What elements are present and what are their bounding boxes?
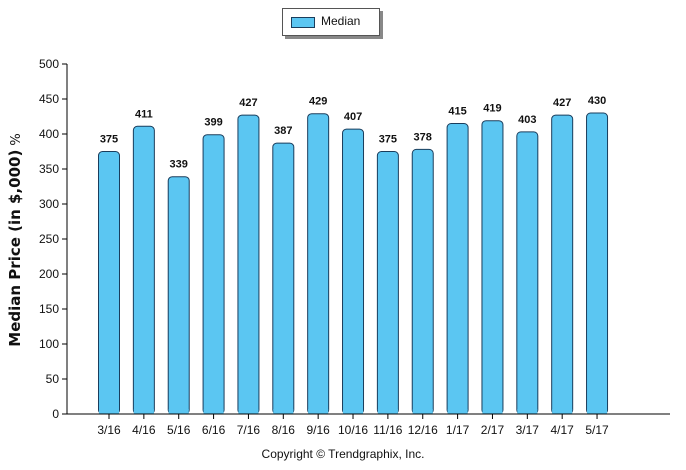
bar bbox=[586, 112, 609, 415]
y-axis-label-suffix: % bbox=[9, 133, 24, 146]
y-tick-label: 100 bbox=[39, 337, 59, 351]
y-tick-label: 450 bbox=[39, 92, 59, 106]
y-tick-label: 400 bbox=[39, 127, 59, 141]
data-label: 430 bbox=[588, 95, 606, 107]
legend: Median bbox=[282, 8, 380, 36]
bar bbox=[446, 123, 469, 415]
data-label: 375 bbox=[379, 134, 397, 146]
data-label: 411 bbox=[135, 108, 153, 120]
data-label: 427 bbox=[239, 97, 257, 109]
x-tick-label: 8/16 bbox=[272, 423, 296, 437]
data-label: 387 bbox=[274, 125, 292, 137]
bar-base bbox=[99, 409, 119, 414]
bar-base bbox=[273, 409, 294, 414]
y-tick-label: 500 bbox=[39, 57, 59, 71]
data-label: 378 bbox=[414, 131, 432, 143]
bar-base bbox=[552, 409, 573, 414]
x-tick-label: 5/16 bbox=[167, 423, 191, 437]
x-tick-label: 5/17 bbox=[585, 423, 609, 437]
data-label: 419 bbox=[483, 103, 501, 115]
bar-base bbox=[133, 409, 154, 414]
legend-swatch-median bbox=[291, 17, 315, 28]
bar-base bbox=[587, 409, 608, 414]
data-label: 427 bbox=[553, 97, 571, 109]
x-tick-label: 11/16 bbox=[373, 423, 402, 437]
bar bbox=[237, 114, 260, 415]
bar-base bbox=[412, 409, 433, 414]
bar-base bbox=[203, 409, 224, 414]
x-tick-label: 2/17 bbox=[481, 423, 505, 437]
bar bbox=[342, 128, 365, 415]
x-tick-label: 9/16 bbox=[306, 423, 330, 437]
x-tick-label: 3/16 bbox=[97, 423, 121, 437]
bar bbox=[481, 120, 504, 415]
bar-base bbox=[308, 409, 329, 414]
bar-base bbox=[377, 409, 398, 414]
y-tick-label: 250 bbox=[39, 232, 59, 246]
data-label: 339 bbox=[170, 159, 188, 171]
bar bbox=[202, 134, 225, 415]
bar bbox=[167, 176, 190, 415]
y-tick-label: 0 bbox=[52, 407, 59, 421]
x-tick-label: 3/17 bbox=[516, 423, 540, 437]
y-tick-label: 200 bbox=[39, 267, 59, 281]
y-axis-title: Median Price (in $,000)% bbox=[6, 133, 24, 346]
bar bbox=[411, 148, 434, 415]
bar bbox=[132, 125, 155, 415]
bar bbox=[551, 114, 574, 415]
copyright-text: Copyright © Trendgraphix, Inc. bbox=[261, 447, 425, 461]
bar bbox=[98, 151, 120, 415]
data-label: 407 bbox=[344, 111, 362, 123]
x-tick-label: 10/16 bbox=[338, 423, 368, 437]
legend-label-median: Median bbox=[321, 14, 361, 28]
data-label: 415 bbox=[448, 106, 466, 118]
y-tick-label: 150 bbox=[39, 302, 59, 316]
bar-base bbox=[517, 409, 538, 414]
y-tick-label: 350 bbox=[39, 162, 59, 176]
bar-base bbox=[343, 409, 364, 414]
bar-base bbox=[447, 409, 468, 414]
bar bbox=[272, 142, 295, 415]
data-label: 403 bbox=[518, 114, 536, 126]
x-tick-label: 7/16 bbox=[237, 423, 261, 437]
bar-base bbox=[168, 409, 189, 414]
x-tick-label: 12/16 bbox=[408, 423, 438, 437]
bar-base bbox=[238, 409, 259, 414]
y-tick-label: 50 bbox=[46, 372, 60, 386]
data-label: 375 bbox=[100, 134, 118, 146]
data-label: 429 bbox=[309, 96, 327, 108]
x-tick-label: 4/17 bbox=[551, 423, 575, 437]
bar-base bbox=[482, 409, 503, 414]
bar bbox=[376, 151, 399, 415]
x-tick-label: 1/17 bbox=[446, 423, 470, 437]
y-tick-label: 300 bbox=[39, 197, 59, 211]
x-tick-label: 6/16 bbox=[202, 423, 226, 437]
bar bbox=[516, 131, 539, 415]
y-axis-label: Median Price (in $,000) bbox=[6, 149, 24, 347]
bar bbox=[307, 113, 330, 415]
data-label: 399 bbox=[204, 117, 222, 129]
x-tick-label: 4/16 bbox=[132, 423, 156, 437]
